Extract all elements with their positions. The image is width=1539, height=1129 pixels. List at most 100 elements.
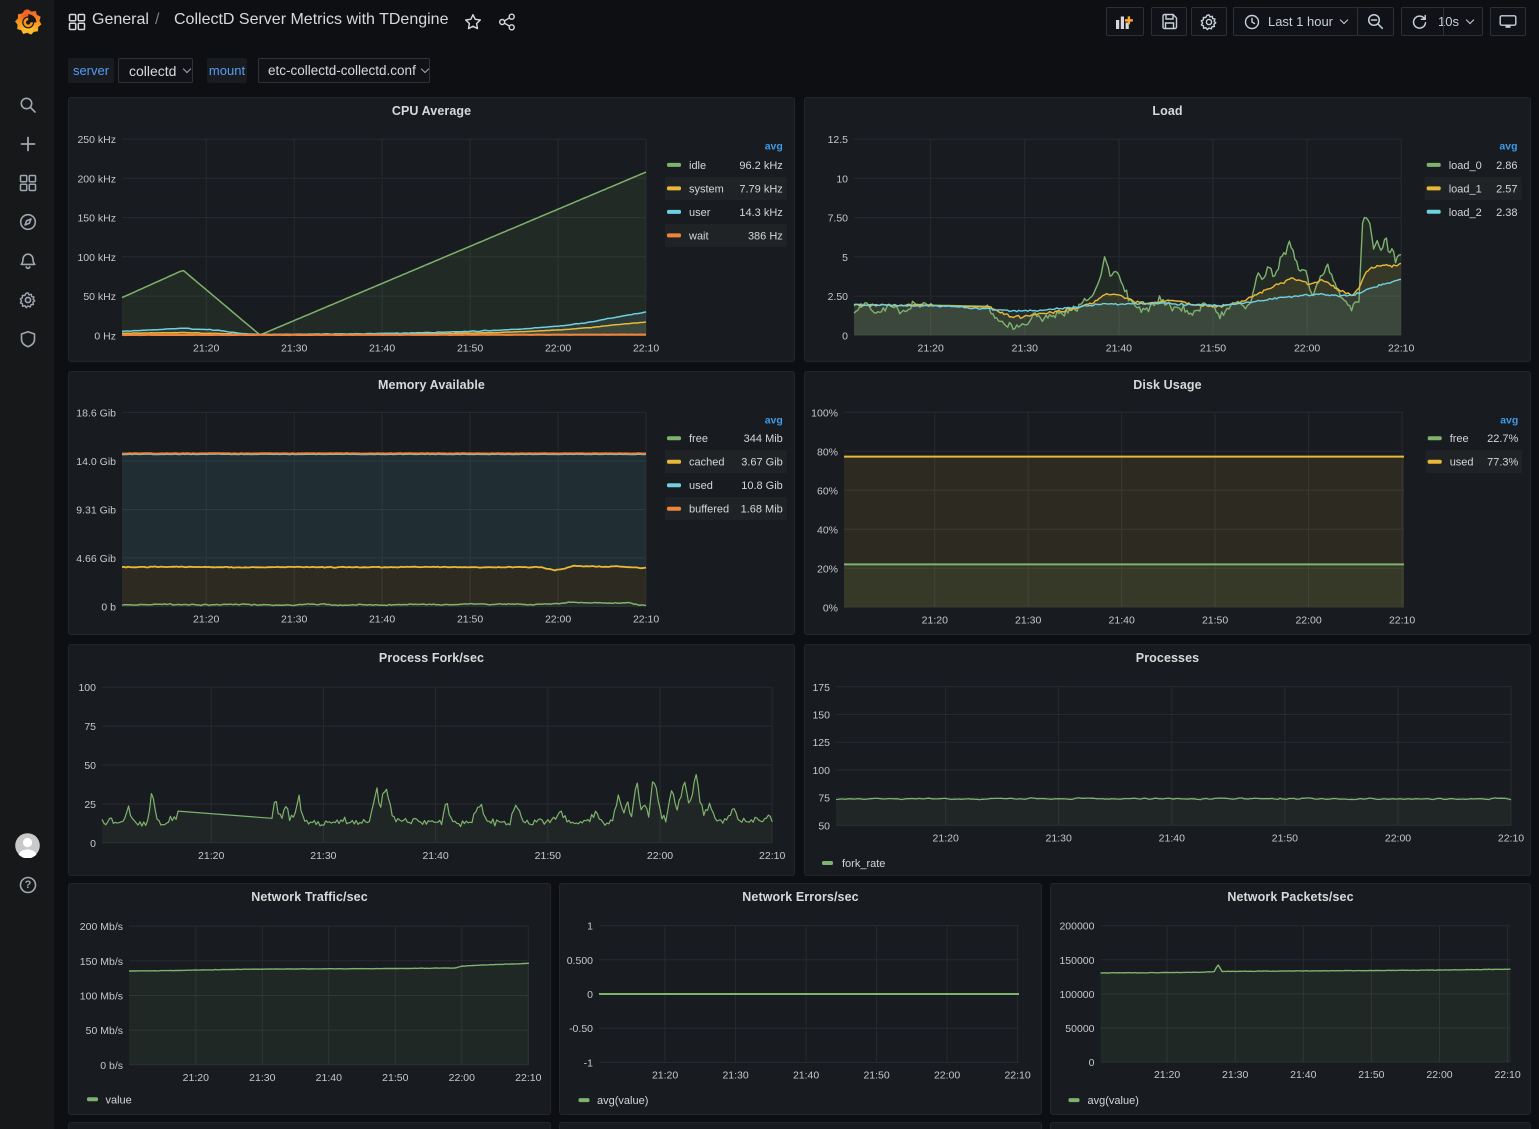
- svg-text:4.66 Gib: 4.66 Gib: [76, 553, 116, 565]
- svg-text:used: used: [689, 480, 713, 492]
- svg-text:21:40: 21:40: [1159, 832, 1185, 844]
- svg-text:21:30: 21:30: [1222, 1069, 1248, 1081]
- svg-text:-0.50: -0.50: [569, 1023, 593, 1035]
- svg-text:14.3 kHz: 14.3 kHz: [739, 207, 782, 219]
- svg-text:22:00: 22:00: [1294, 342, 1320, 354]
- svg-text:100: 100: [78, 682, 96, 694]
- svg-text:avg(value): avg(value): [1088, 1095, 1139, 1107]
- svg-text:avg: avg: [765, 414, 783, 426]
- svg-text:load_0: load_0: [1449, 160, 1482, 172]
- svg-text:21:50: 21:50: [457, 342, 483, 354]
- svg-text:5: 5: [842, 252, 848, 264]
- svg-text:21:50: 21:50: [535, 850, 561, 862]
- svg-text:100 Mb/s: 100 Mb/s: [80, 991, 123, 1003]
- svg-text:1.68 Mib: 1.68 Mib: [741, 504, 783, 516]
- svg-text:150 Mb/s: 150 Mb/s: [80, 956, 123, 968]
- svg-text:22:00: 22:00: [647, 850, 673, 862]
- svg-text:21:30: 21:30: [281, 342, 307, 354]
- svg-text:200 Mb/s: 200 Mb/s: [80, 921, 123, 933]
- svg-text:22.7%: 22.7%: [1487, 433, 1518, 445]
- svg-text:200000: 200000: [1059, 921, 1094, 933]
- svg-text:10: 10: [836, 173, 848, 185]
- svg-text:system: system: [689, 183, 724, 195]
- svg-text:21:40: 21:40: [422, 850, 448, 862]
- svg-text:96.2 kHz: 96.2 kHz: [739, 160, 782, 172]
- svg-text:21:20: 21:20: [652, 1070, 678, 1082]
- svg-text:value: value: [106, 1094, 132, 1106]
- svg-text:cached: cached: [689, 457, 724, 469]
- svg-text:avg: avg: [1500, 414, 1518, 426]
- svg-text:21:40: 21:40: [369, 342, 395, 354]
- svg-text:125: 125: [812, 737, 830, 749]
- svg-text:75: 75: [818, 793, 830, 805]
- svg-text:21:50: 21:50: [1202, 614, 1228, 626]
- svg-text:22:10: 22:10: [759, 850, 785, 862]
- svg-text:avg: avg: [765, 140, 783, 152]
- svg-text:50000: 50000: [1065, 1023, 1094, 1035]
- svg-text:50: 50: [84, 760, 96, 772]
- svg-text:21:50: 21:50: [382, 1072, 408, 1084]
- svg-text:21:20: 21:20: [198, 850, 224, 862]
- svg-text:0 Hz: 0 Hz: [94, 330, 116, 342]
- svg-text:21:50: 21:50: [1358, 1069, 1384, 1081]
- svg-text:21:20: 21:20: [193, 613, 219, 625]
- svg-text:0%: 0%: [823, 602, 838, 614]
- svg-text:21:40: 21:40: [1109, 614, 1135, 626]
- svg-text:100%: 100%: [811, 407, 838, 419]
- svg-text:22:10: 22:10: [1494, 1069, 1520, 1081]
- svg-text:avg(value): avg(value): [597, 1095, 648, 1107]
- svg-text:150000: 150000: [1059, 955, 1094, 967]
- svg-text:21:40: 21:40: [1290, 1069, 1316, 1081]
- svg-text:22:00: 22:00: [934, 1070, 960, 1082]
- svg-text:150 kHz: 150 kHz: [77, 213, 116, 225]
- svg-text:0: 0: [1089, 1057, 1095, 1069]
- svg-text:22:00: 22:00: [1385, 832, 1411, 844]
- svg-text:20%: 20%: [817, 563, 838, 575]
- svg-text:0 b: 0 b: [101, 601, 116, 613]
- svg-text:344 Mib: 344 Mib: [744, 433, 783, 445]
- svg-text:22:10: 22:10: [1004, 1070, 1030, 1082]
- svg-text:used: used: [1450, 457, 1474, 469]
- svg-text:60%: 60%: [817, 485, 838, 497]
- svg-text:idle: idle: [689, 160, 706, 172]
- svg-text:21:30: 21:30: [281, 613, 307, 625]
- svg-text:2.86: 2.86: [1496, 160, 1517, 172]
- svg-text:200 kHz: 200 kHz: [77, 173, 116, 185]
- svg-text:fork_rate: fork_rate: [842, 858, 885, 870]
- svg-text:250 kHz: 250 kHz: [77, 134, 116, 146]
- svg-text:21:40: 21:40: [1106, 342, 1132, 354]
- svg-text:load_2: load_2: [1449, 207, 1482, 219]
- svg-text:22:10: 22:10: [1498, 832, 1524, 844]
- svg-text:2.38: 2.38: [1496, 207, 1517, 219]
- svg-text:22:10: 22:10: [1389, 614, 1415, 626]
- svg-text:21:30: 21:30: [722, 1070, 748, 1082]
- svg-text:user: user: [689, 207, 711, 219]
- svg-text:21:50: 21:50: [1200, 342, 1226, 354]
- svg-text:21:20: 21:20: [933, 832, 959, 844]
- svg-text:22:00: 22:00: [545, 342, 571, 354]
- svg-text:0: 0: [587, 989, 593, 1001]
- svg-text:21:40: 21:40: [793, 1070, 819, 1082]
- svg-text:21:20: 21:20: [193, 342, 219, 354]
- svg-text:100000: 100000: [1059, 989, 1094, 1001]
- svg-text:21:20: 21:20: [1154, 1069, 1180, 1081]
- svg-text:2.57: 2.57: [1496, 183, 1517, 195]
- svg-text:50 kHz: 50 kHz: [83, 291, 116, 303]
- svg-text:load_1: load_1: [1449, 183, 1482, 195]
- svg-text:22:10: 22:10: [633, 342, 659, 354]
- svg-text:avg: avg: [1499, 141, 1517, 153]
- svg-text:100 kHz: 100 kHz: [77, 252, 116, 264]
- svg-text:7.50: 7.50: [828, 213, 849, 225]
- svg-text:9.31 Gib: 9.31 Gib: [76, 505, 116, 517]
- svg-text:21:30: 21:30: [249, 1072, 275, 1084]
- svg-text:21:40: 21:40: [316, 1072, 342, 1084]
- svg-text:3.67 Gib: 3.67 Gib: [741, 457, 783, 469]
- svg-text:14.0 Gib: 14.0 Gib: [76, 456, 116, 468]
- svg-text:2.50: 2.50: [828, 291, 849, 303]
- svg-text:40%: 40%: [817, 524, 838, 536]
- svg-text:0: 0: [90, 838, 96, 850]
- svg-text:0: 0: [842, 330, 848, 342]
- svg-text:50: 50: [818, 820, 830, 832]
- svg-text:75: 75: [84, 721, 96, 733]
- svg-text:25: 25: [84, 799, 96, 811]
